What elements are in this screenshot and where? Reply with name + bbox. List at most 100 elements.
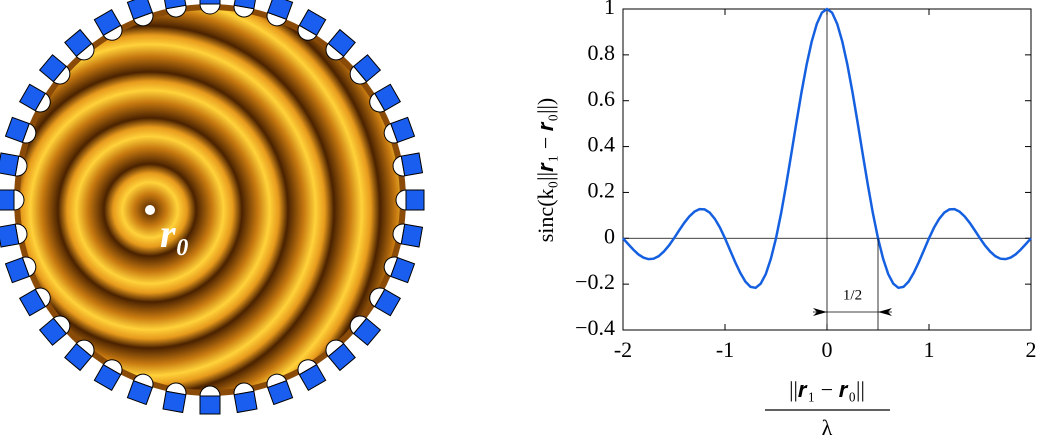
transducer-body <box>38 54 67 83</box>
transducer <box>0 189 25 211</box>
y-tick-label: 0.8 <box>588 40 616 65</box>
x-tick-label: 2 <box>1026 337 1037 362</box>
transducer-body <box>266 380 294 406</box>
wave-field-panel: r₀ <box>0 0 425 415</box>
x-tick-label: -1 <box>716 337 734 362</box>
transducer-face <box>325 339 345 358</box>
transducer-face <box>132 11 154 27</box>
transducer-body <box>64 343 93 372</box>
source-point <box>145 205 155 215</box>
transducer-body <box>38 317 67 346</box>
transducer <box>383 116 416 144</box>
transducer-body <box>298 8 327 36</box>
transducer <box>297 8 327 41</box>
transducer-body <box>93 8 122 36</box>
transducer <box>64 28 95 61</box>
transducer <box>162 382 187 414</box>
transducer-face <box>199 3 221 15</box>
transducer-body <box>0 189 15 211</box>
transducer-body <box>93 364 122 392</box>
transducer-face <box>199 385 221 397</box>
transducer <box>162 0 187 18</box>
transducer-face <box>102 359 123 376</box>
transducer-body <box>266 0 294 20</box>
transducer-face <box>266 373 288 389</box>
transducer-body <box>4 116 30 144</box>
transducer <box>38 54 71 85</box>
transducer <box>93 359 123 392</box>
arrow-head <box>878 308 892 316</box>
transducer-body <box>126 380 154 406</box>
transducer <box>0 223 28 248</box>
transducer <box>38 315 71 346</box>
transducer <box>266 0 294 27</box>
transducer-body <box>0 223 20 248</box>
transducer <box>4 256 37 284</box>
transducer-body <box>162 0 187 10</box>
y-tick-label: −0.2 <box>575 269 615 294</box>
transducer <box>126 0 154 27</box>
transducer-body <box>327 28 356 57</box>
transducer <box>64 339 95 372</box>
transducer <box>325 28 356 61</box>
transducer-face <box>34 287 51 308</box>
transducer <box>0 152 28 177</box>
data-line <box>622 7 1032 290</box>
transducer-face <box>369 287 386 308</box>
transducer <box>325 339 356 372</box>
transducer-body <box>233 0 258 10</box>
transducer <box>93 8 123 41</box>
transducer-body <box>400 152 424 177</box>
y-tick-label: −0.4 <box>575 315 615 340</box>
transducer-body <box>327 343 356 372</box>
y-tick-label: 1 <box>604 0 615 19</box>
transducer-body <box>233 390 258 414</box>
x-label-numerator: ||𝒓₁ − 𝒓₀|| <box>789 377 865 402</box>
transducer-body <box>18 288 46 317</box>
y-tick-label: 0.6 <box>588 86 616 111</box>
transducer <box>392 152 424 177</box>
transducer-body <box>126 0 154 20</box>
transducer-body <box>298 364 327 392</box>
transducer <box>126 373 154 406</box>
transducer-face <box>297 24 318 41</box>
y-label: sinc(k₀||𝒓₁ − 𝒓₀||) <box>533 98 558 243</box>
transducer <box>349 54 382 85</box>
transducer-face <box>266 11 288 27</box>
transducer-face <box>395 189 407 211</box>
transducer-body <box>353 317 382 346</box>
transducer-face <box>132 373 154 389</box>
x-tick-label: 0 <box>822 337 833 362</box>
transducer-face <box>13 189 25 211</box>
transducer-body <box>4 256 30 284</box>
transducer-face <box>52 65 71 85</box>
transducer-face <box>52 315 71 335</box>
transducer-body <box>353 54 382 83</box>
x-label-denominator: λ <box>822 415 833 440</box>
annotation-label: 1/2 <box>843 287 862 303</box>
transducer <box>349 315 382 346</box>
transducer <box>233 0 258 18</box>
arrow-head <box>813 308 827 316</box>
transducer-face <box>383 122 399 144</box>
wave-field <box>20 10 400 390</box>
y-tick-label: 0.4 <box>588 132 616 157</box>
x-tick-label: 1 <box>924 337 935 362</box>
y-tick-label: 0 <box>604 223 615 248</box>
transducer-body <box>0 152 20 177</box>
transducer-body <box>374 83 402 112</box>
transducer-body <box>390 116 416 144</box>
transducer-face <box>102 24 123 41</box>
transducer <box>266 373 294 406</box>
transducer <box>199 0 221 15</box>
transducer-body <box>64 28 93 57</box>
transducer-body <box>390 256 416 284</box>
transducer-face <box>297 359 318 376</box>
transducer-face <box>349 65 368 85</box>
transducer-body <box>199 395 221 415</box>
transducer-body <box>162 390 187 414</box>
transducer-body <box>18 83 46 112</box>
transducer-body <box>405 189 425 211</box>
transducer <box>395 189 425 211</box>
